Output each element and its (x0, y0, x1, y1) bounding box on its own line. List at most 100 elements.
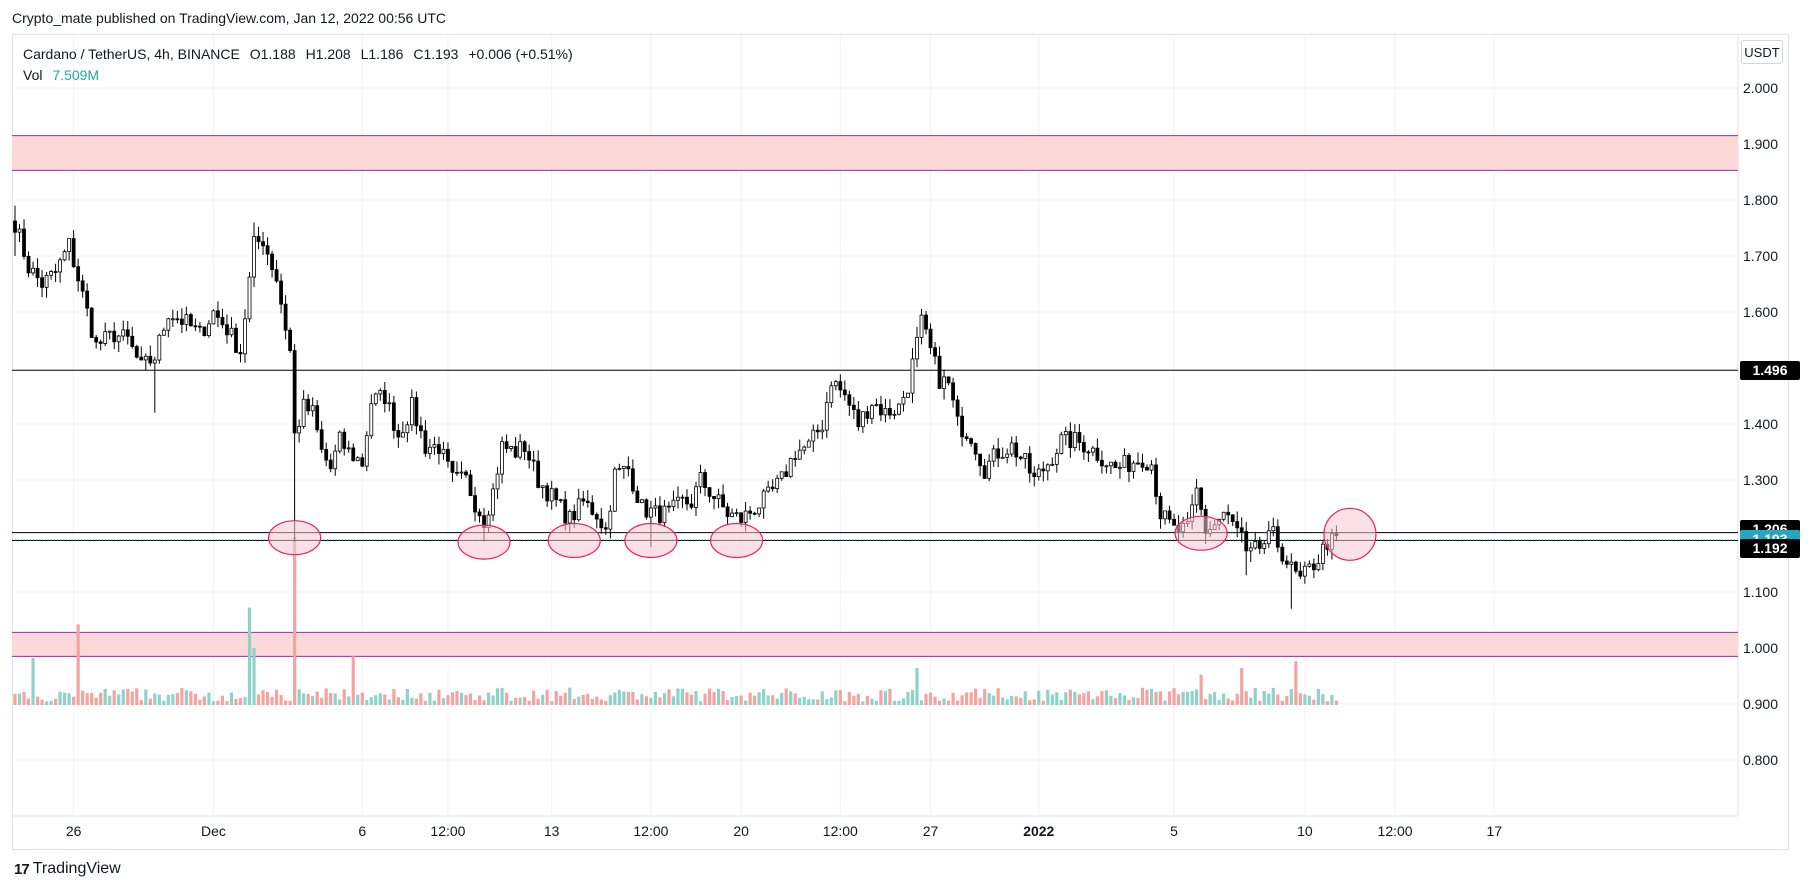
candle (1244, 521, 1249, 576)
volume-bar (617, 689, 621, 705)
volume-bar (640, 694, 644, 705)
candle (874, 398, 879, 407)
candle-body (121, 329, 126, 337)
candle (545, 482, 550, 507)
candle (1221, 511, 1226, 522)
candle-body (815, 429, 820, 433)
candle-body (766, 486, 771, 492)
volume-bar (834, 690, 838, 705)
volume-label[interactable]: Vol (23, 67, 43, 83)
volume-bar (879, 690, 883, 705)
candle (1154, 457, 1158, 505)
volume-bar (838, 690, 842, 705)
candle-body (464, 471, 468, 476)
volume-bar (523, 697, 527, 705)
candle (1257, 536, 1262, 554)
volume-bar (811, 699, 815, 705)
candle-body (13, 220, 17, 233)
candle-body (626, 466, 631, 470)
candle-body (139, 356, 144, 361)
candle-body (725, 506, 730, 517)
candle (89, 306, 94, 339)
candle-body (1145, 466, 1149, 471)
volume-bar (103, 688, 107, 705)
candle (143, 353, 148, 371)
symbol-label[interactable]: Cardano / TetherUS, 4h, BINANCE (23, 46, 240, 62)
volume-bar (883, 691, 888, 705)
volume-bar (725, 700, 730, 705)
volume-bar (121, 689, 125, 705)
volume-bar (26, 698, 31, 705)
candle (513, 437, 518, 459)
candle (207, 320, 211, 338)
currency-button[interactable]: USDT (1741, 40, 1783, 64)
candle (888, 399, 892, 420)
candle-body (1118, 466, 1122, 469)
candle-body (130, 335, 135, 347)
volume-bar (261, 690, 265, 705)
candle (897, 403, 901, 416)
candle (725, 502, 730, 525)
candle-body (364, 435, 369, 467)
volume-bar (189, 691, 193, 705)
volume-bar (996, 688, 1000, 705)
volume-bar (1262, 691, 1266, 705)
candle (982, 458, 987, 479)
candle-body (310, 405, 315, 412)
candle (67, 238, 72, 261)
volume-bar (946, 700, 951, 705)
volume-bar (707, 688, 712, 705)
time-tick-label: 12:00 (823, 823, 858, 839)
candle-body (1054, 453, 1059, 465)
candle (446, 442, 450, 468)
candle-body (847, 394, 852, 406)
candle-body (446, 448, 450, 462)
candle (734, 508, 739, 517)
volume-bar (347, 696, 351, 705)
volume-bar (225, 701, 229, 705)
candle (13, 205, 17, 256)
candle (324, 442, 329, 467)
candle-body (1068, 431, 1073, 449)
candle (1127, 453, 1131, 483)
volume-bar (13, 693, 17, 705)
candle (910, 348, 915, 404)
candle-body (933, 347, 937, 357)
volume-bar (49, 700, 53, 705)
candle (617, 463, 622, 471)
candle-body (955, 399, 960, 417)
candle-body (581, 498, 586, 502)
candle-body (545, 485, 550, 502)
candle (80, 274, 85, 298)
volume-bar (1032, 699, 1036, 705)
candle (833, 379, 838, 391)
volume-bar (703, 693, 707, 705)
volume-bar (410, 697, 414, 705)
volume-bar (1104, 690, 1109, 705)
volume-bar (965, 692, 969, 705)
candle (1298, 562, 1303, 580)
volume-bar (464, 695, 468, 705)
tradingview-brand[interactable]: 17 TradingView (14, 860, 121, 878)
candle-body (639, 499, 644, 503)
candle-body (225, 324, 229, 336)
volume-bar (315, 691, 319, 705)
candle-body (76, 266, 81, 282)
candle-body (788, 458, 793, 477)
volume-bar (658, 697, 662, 705)
volume-bar (1226, 698, 1230, 705)
time-tick-label: 26 (66, 823, 82, 839)
candle (229, 317, 234, 338)
candle (1104, 464, 1109, 474)
candle-body (897, 403, 901, 415)
candle-body (328, 459, 333, 470)
time-tick-label: Dec (201, 823, 226, 839)
volume-bar (333, 693, 337, 705)
candle (1095, 438, 1100, 463)
candle (432, 436, 437, 455)
volume-bar (419, 693, 423, 705)
chart-legend: Cardano / TetherUS, 4h, BINANCE O1.188 H… (23, 44, 579, 86)
volume-bar (771, 695, 775, 705)
candle-body (1140, 462, 1145, 468)
